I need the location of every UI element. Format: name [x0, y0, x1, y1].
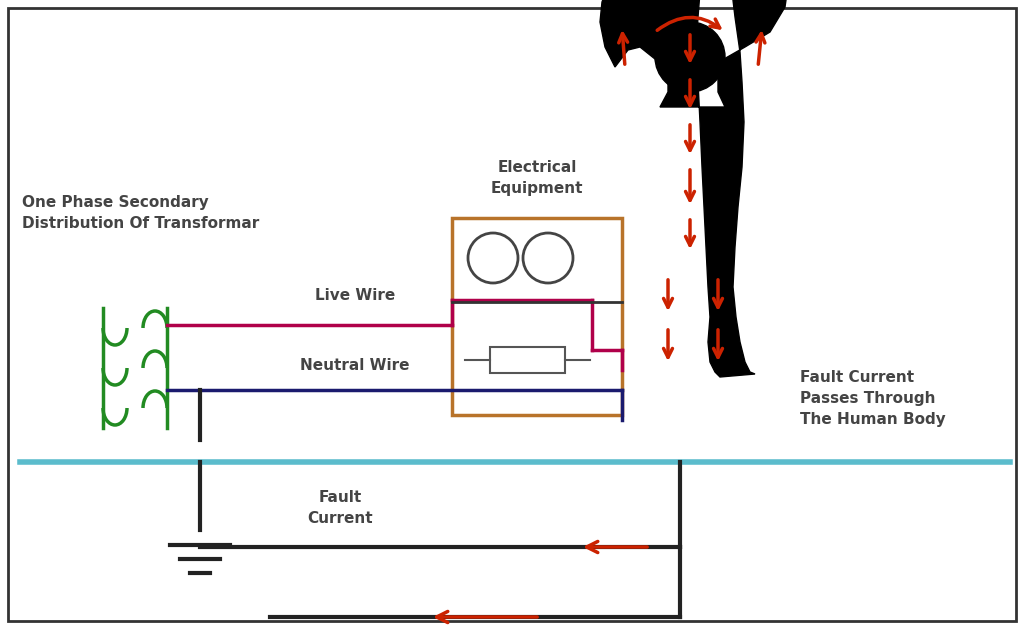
Text: Fault Current
Passes Through
The Human Body: Fault Current Passes Through The Human B… — [800, 370, 946, 427]
Polygon shape — [600, 0, 790, 377]
Text: One Phase Secondary
Distribution Of Transformar: One Phase Secondary Distribution Of Tran… — [22, 195, 259, 231]
Bar — [452, 218, 622, 415]
Text: Electrical
Equipment: Electrical Equipment — [490, 160, 584, 196]
Text: Fault
Current: Fault Current — [307, 490, 373, 526]
Text: Neutral Wire: Neutral Wire — [300, 357, 410, 372]
Bar — [490, 347, 565, 373]
Circle shape — [655, 22, 725, 92]
Circle shape — [523, 233, 573, 283]
Text: Live Wire: Live Wire — [314, 287, 395, 303]
Circle shape — [468, 233, 518, 283]
